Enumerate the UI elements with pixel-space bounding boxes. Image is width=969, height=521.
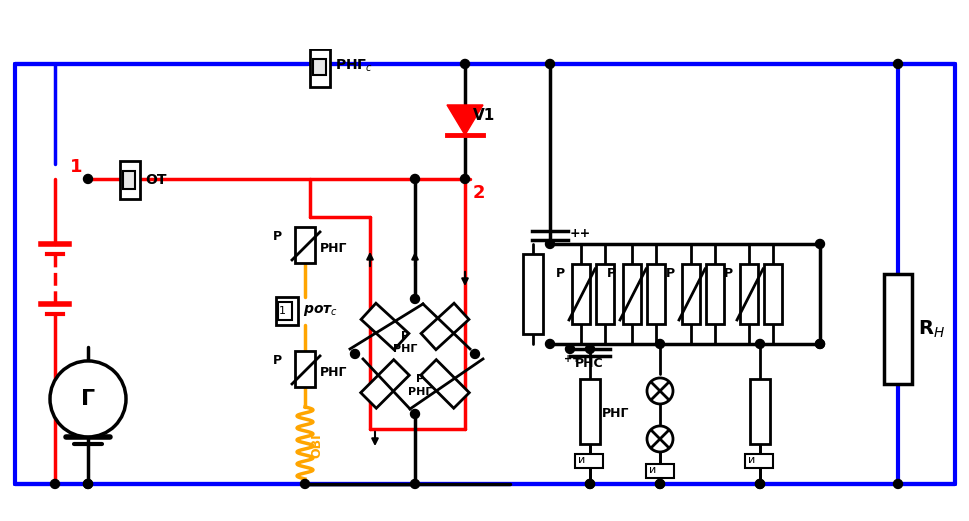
Circle shape: [410, 479, 419, 489]
Bar: [276, 297, 297, 325]
Circle shape: [655, 479, 664, 489]
Text: РНГ: РНГ: [602, 407, 629, 420]
Text: V1: V1: [473, 108, 495, 123]
Circle shape: [585, 344, 594, 353]
Text: ++: ++: [570, 228, 591, 241]
Text: и: и: [578, 455, 584, 465]
Text: и: и: [648, 465, 656, 475]
Circle shape: [410, 294, 419, 303]
Circle shape: [892, 59, 901, 68]
Text: Р: Р: [555, 267, 565, 280]
Polygon shape: [447, 105, 483, 135]
Bar: [360, 303, 409, 350]
Circle shape: [585, 479, 594, 489]
Circle shape: [83, 175, 92, 183]
Text: ОВГ: ОВГ: [310, 430, 324, 458]
Circle shape: [655, 479, 664, 489]
Circle shape: [815, 340, 824, 349]
Bar: [572, 264, 589, 324]
Bar: [705, 264, 723, 324]
Circle shape: [565, 344, 574, 353]
Circle shape: [50, 361, 126, 437]
Bar: [278, 302, 292, 320]
Circle shape: [585, 479, 594, 489]
Text: Р: Р: [666, 267, 674, 280]
Text: и: и: [747, 455, 755, 465]
Bar: [681, 264, 700, 324]
Circle shape: [815, 240, 824, 249]
Bar: [120, 161, 140, 199]
Bar: [421, 303, 468, 350]
Circle shape: [470, 350, 479, 358]
Circle shape: [410, 410, 419, 418]
Text: РНГ: РНГ: [320, 242, 347, 255]
Text: РНГ: РНГ: [392, 344, 417, 354]
Circle shape: [460, 59, 469, 68]
Text: Р: Р: [272, 230, 282, 243]
Circle shape: [646, 426, 672, 452]
Circle shape: [815, 340, 824, 349]
Bar: [622, 264, 641, 324]
Text: рот$_c$: рот$_c$: [302, 303, 337, 318]
Circle shape: [50, 479, 59, 489]
Circle shape: [892, 479, 901, 489]
Bar: [313, 59, 326, 75]
Circle shape: [545, 240, 554, 249]
Circle shape: [410, 175, 419, 183]
Bar: [579, 379, 600, 444]
Bar: [883, 274, 911, 384]
Text: РНС: РНС: [575, 357, 603, 370]
Circle shape: [300, 479, 309, 489]
Bar: [310, 49, 329, 87]
Bar: [295, 351, 315, 387]
Circle shape: [755, 479, 764, 489]
Bar: [764, 264, 781, 324]
Text: РНГ: РНГ: [320, 366, 347, 379]
Text: РНГ: РНГ: [407, 387, 432, 397]
Circle shape: [460, 175, 469, 183]
Text: R$_H$: R$_H$: [917, 318, 944, 340]
Text: Р: Р: [416, 374, 423, 384]
Bar: [744, 454, 772, 468]
Text: ++: ++: [563, 354, 579, 364]
Text: РНГ$_c$: РНГ$_c$: [334, 58, 373, 74]
Bar: [360, 359, 409, 408]
Bar: [295, 227, 315, 263]
Text: ОТ: ОТ: [144, 173, 167, 187]
Circle shape: [646, 378, 672, 404]
Bar: [522, 254, 543, 334]
Circle shape: [83, 479, 92, 489]
Bar: [645, 464, 673, 478]
Circle shape: [755, 340, 764, 349]
Text: Г: Г: [80, 389, 95, 409]
Circle shape: [83, 479, 92, 489]
Bar: [421, 359, 469, 408]
Bar: [123, 171, 135, 189]
Circle shape: [545, 59, 554, 68]
Text: 2: 2: [473, 184, 485, 202]
Bar: [749, 379, 769, 444]
Text: Р: Р: [607, 267, 615, 280]
Bar: [739, 264, 757, 324]
Bar: [595, 264, 613, 324]
Text: Р: Р: [723, 267, 733, 280]
Circle shape: [545, 340, 554, 349]
Circle shape: [655, 340, 664, 349]
Bar: [646, 264, 665, 324]
Text: Р: Р: [272, 354, 282, 367]
Bar: [575, 454, 603, 468]
Text: 1: 1: [70, 158, 82, 176]
Circle shape: [755, 479, 764, 489]
Text: 1: 1: [279, 306, 286, 316]
Text: Р: Р: [400, 331, 409, 341]
Circle shape: [350, 350, 359, 358]
